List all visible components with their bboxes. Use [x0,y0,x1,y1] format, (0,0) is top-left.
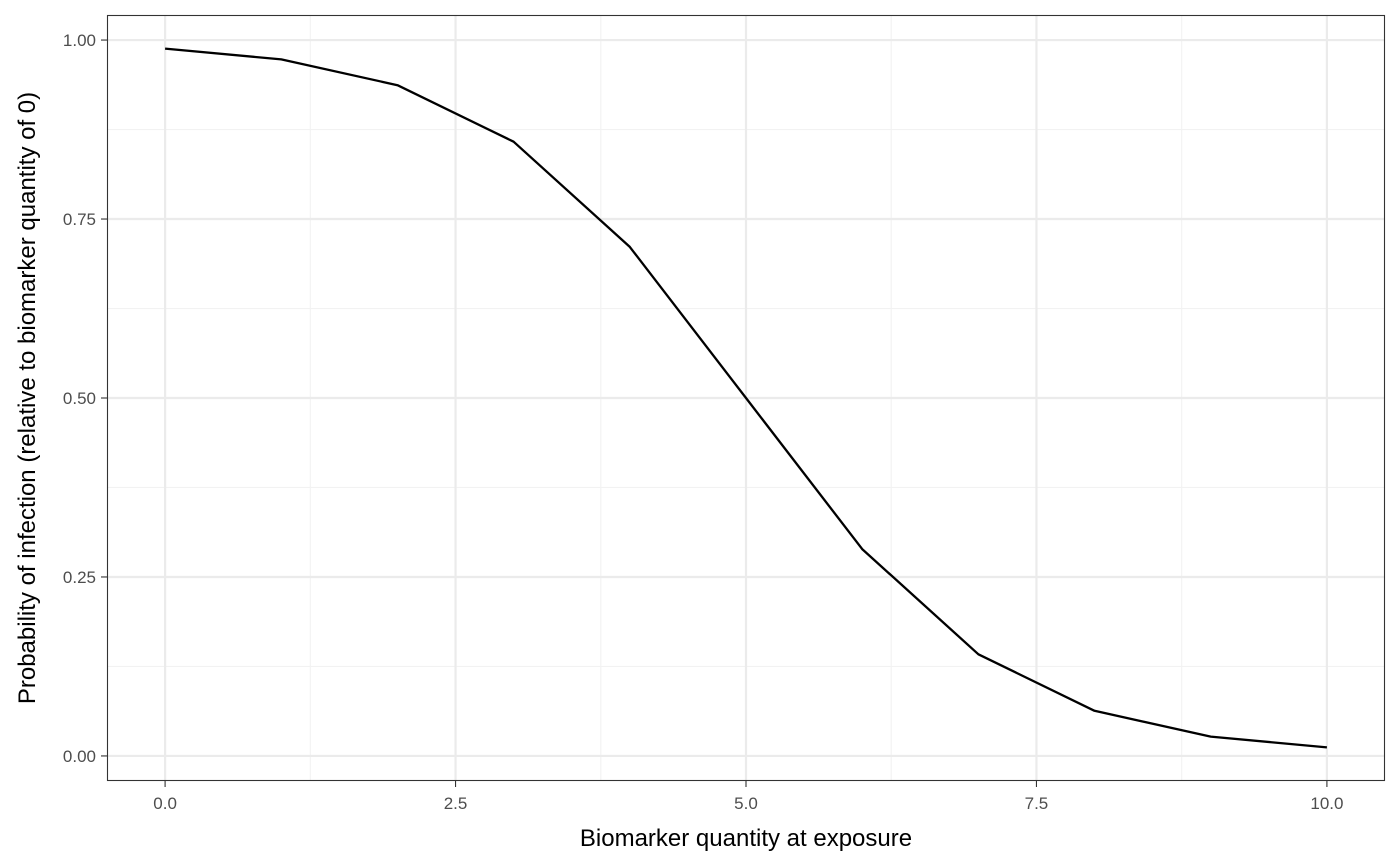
x-tick-label: 0.0 [153,794,177,813]
x-tick-label: 10.0 [1310,794,1343,813]
y-tick-label: 0.50 [63,389,96,408]
x-tick-label: 2.5 [444,794,468,813]
y-tick-label: 1.00 [63,31,96,50]
x-axis-title: Biomarker quantity at exposure [580,825,912,852]
y-tick-label: 0.25 [63,568,96,587]
panel-border [106,14,1386,782]
y-tick-label: 0.75 [63,210,96,229]
series-line [164,47,1328,749]
x-axis: 0.0 2.5 5.0 7.5 10.0 [153,781,1343,813]
y-axis: 0.00 0.25 0.50 0.75 1.00 [63,31,107,766]
x-tick-label: 5.0 [734,794,758,813]
y-tick-label: 0.00 [63,747,96,766]
series-layer [164,47,1328,749]
y-axis-title: Probability of infection (relative to bi… [14,92,41,704]
x-tick-label: 7.5 [1025,794,1049,813]
